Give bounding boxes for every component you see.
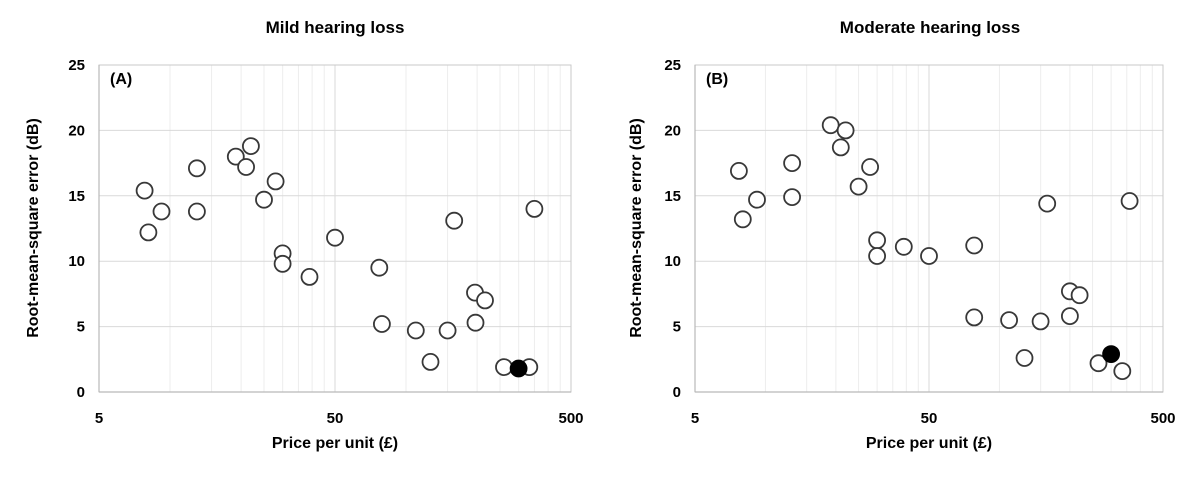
data-point xyxy=(783,188,802,207)
data-point xyxy=(1031,312,1050,331)
data-point xyxy=(187,202,206,221)
x-tick-label: 500 xyxy=(1150,410,1175,427)
y-tick-label: 5 xyxy=(77,319,85,336)
data-point xyxy=(849,177,868,196)
x-tick-label: 500 xyxy=(558,410,583,427)
y-tick-label: 25 xyxy=(664,57,681,74)
data-point xyxy=(783,154,802,173)
data-point xyxy=(894,237,913,256)
data-point xyxy=(1089,354,1108,373)
data-point xyxy=(226,147,245,166)
data-point xyxy=(445,211,464,230)
data-point xyxy=(525,199,544,218)
x-axis-title: Price per unit (£) xyxy=(271,435,399,452)
x-tick-label: 50 xyxy=(921,410,938,427)
y-tick-label: 15 xyxy=(664,188,681,205)
panel-moderate-hearing-loss: Moderate hearing loss (B) Root-mean-squa… xyxy=(600,0,1200,485)
data-point xyxy=(836,121,855,140)
y-tick-label: 25 xyxy=(68,57,85,74)
x-tick-label: 5 xyxy=(95,410,103,427)
data-point xyxy=(1038,194,1057,213)
data-point xyxy=(965,308,984,327)
data-point xyxy=(187,159,206,178)
data-point xyxy=(421,352,440,371)
data-point xyxy=(868,247,887,265)
y-tick-label: 10 xyxy=(664,253,681,270)
data-point xyxy=(476,291,494,310)
chart-title: Moderate hearing loss xyxy=(839,18,1021,37)
data-point xyxy=(326,228,344,247)
data-point xyxy=(372,315,391,333)
data-point xyxy=(406,321,425,340)
data-point xyxy=(495,358,513,377)
data-point xyxy=(255,190,273,209)
data-point xyxy=(300,267,319,286)
chart-title: Mild hearing loss xyxy=(265,18,405,37)
y-tick-label: 15 xyxy=(68,188,85,205)
y-tick-label: 0 xyxy=(673,384,681,401)
data-point xyxy=(135,181,154,200)
data-point xyxy=(438,321,457,340)
data-point xyxy=(1120,192,1139,210)
data-point xyxy=(1060,307,1079,326)
data-point xyxy=(370,258,389,277)
data-point xyxy=(1070,286,1089,305)
x-axis-title: Price per unit (£) xyxy=(865,435,993,452)
y-tick-label: 10 xyxy=(68,253,85,270)
data-point xyxy=(1000,311,1019,330)
data-point xyxy=(965,236,984,255)
data-point xyxy=(237,158,256,176)
data-point xyxy=(466,313,485,332)
panel-label: (A) xyxy=(110,71,133,88)
data-point xyxy=(152,202,171,221)
data-point xyxy=(748,190,766,209)
x-tick-label: 50 xyxy=(327,410,344,427)
highlighted-data-point xyxy=(509,359,528,378)
panel-mild-hearing-loss: Mild hearing loss (A) Root-mean-square e… xyxy=(25,18,584,452)
data-point xyxy=(861,158,880,176)
data-point xyxy=(831,138,850,157)
data-point xyxy=(241,137,260,156)
panel-label: (B) xyxy=(706,71,729,88)
data-point xyxy=(733,210,752,229)
data-point xyxy=(139,223,158,242)
data-point xyxy=(920,247,938,265)
x-tick-label: 5 xyxy=(691,410,699,427)
data-point xyxy=(821,116,840,135)
y-tick-label: 5 xyxy=(673,319,681,336)
y-tick-label: 20 xyxy=(68,122,85,139)
highlighted-data-point xyxy=(1102,345,1121,364)
data-point xyxy=(1113,362,1132,381)
data-point xyxy=(273,254,292,273)
data-point xyxy=(266,172,285,191)
y-tick-label: 0 xyxy=(77,384,85,401)
data-point xyxy=(868,231,887,250)
data-point xyxy=(1015,349,1034,367)
data-point xyxy=(729,161,748,180)
y-tick-label: 20 xyxy=(664,122,681,139)
